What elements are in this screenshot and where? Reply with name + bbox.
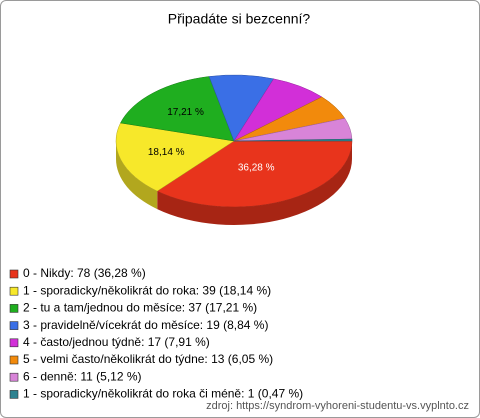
slice (120, 76, 235, 142)
legend-label: 1 - sporadicky/několikrát do roka: 39 (1… (23, 283, 271, 297)
slice-side (157, 141, 352, 226)
legend-swatch (9, 286, 19, 296)
slice-label: 18,14 % (148, 147, 185, 158)
slice (115, 122, 235, 192)
legend-label: 2 - tu a tam/jednou do měsíce: 37 (17,21… (23, 301, 257, 315)
legend-swatch (9, 355, 19, 365)
legend-swatch (9, 390, 19, 399)
legend-label: 0 - Nikdy: 78 (36,28 %) (23, 266, 146, 280)
slice-side (116, 141, 158, 210)
legend-swatch (9, 304, 19, 313)
legend-label: 5 - velmi často/několikrát do týdne: 13 … (23, 352, 273, 366)
legend-label: 3 - pravidelně/vícekrát do měsíce: 19 (8… (23, 318, 268, 332)
legend-label: 4 - často/jednou týdně: 17 (7,91 %) (23, 335, 210, 349)
chart-title: Připadáte si bezcenní? (168, 11, 311, 27)
legend-label: 1 - sporadicky/několikrát do roka či mén… (23, 387, 303, 401)
legend-swatch (9, 372, 19, 382)
slice (156, 140, 353, 208)
slice (233, 138, 353, 142)
legend-swatch (9, 321, 19, 330)
source: zdroj: https://syndrom-vyhoreni-studentu… (206, 400, 469, 412)
slice-label: 36,28 % (238, 163, 275, 174)
legend-swatch (9, 338, 19, 348)
legend-label: 6 - denně: 11 (5,12 %) (23, 369, 142, 383)
slice-label: 17,21 % (167, 107, 204, 118)
legend-swatch (9, 269, 19, 279)
